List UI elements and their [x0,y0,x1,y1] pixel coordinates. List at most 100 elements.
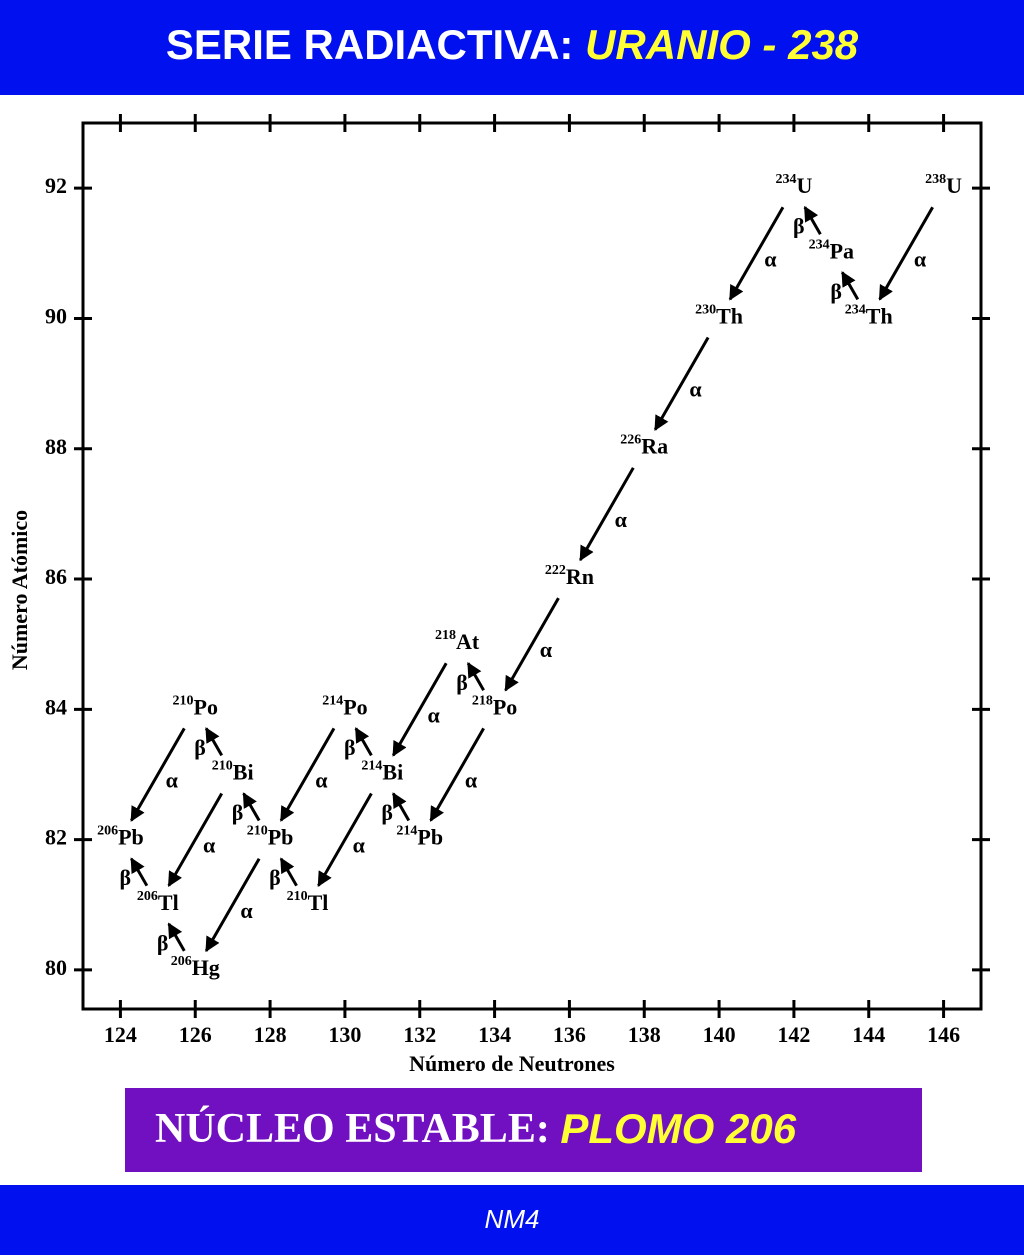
element-symbol: Pb [268,825,294,850]
decay-label: α [315,767,328,792]
decay-label: β [269,865,281,890]
x-tick-label: 138 [628,1022,661,1047]
mass-number: 210 [287,889,308,904]
element-symbol: Pa [830,238,854,263]
nuclide: 230Th [695,303,743,329]
y-tick-label: 88 [45,434,67,459]
footer-bar [0,1185,1024,1255]
x-tick-label: 132 [403,1022,436,1047]
banner-box [125,1088,922,1172]
element-symbol: Hg [192,955,220,980]
decay-label: β [830,279,842,304]
decay-label: β [194,735,206,760]
x-tick-label: 146 [927,1022,960,1047]
element-symbol: U [946,173,962,198]
decay-label: α [166,767,179,792]
element-symbol: Po [343,694,367,719]
mass-number: 234 [845,303,866,318]
nuclide: 206Tl [137,889,179,915]
y-tick-label: 90 [45,303,67,328]
decay-arrow [354,727,373,757]
x-tick-label: 136 [553,1022,586,1047]
decay-arrow [429,727,485,822]
decay-arrow [878,206,934,301]
decay-arrow [204,727,224,757]
decay-label: β [456,670,468,695]
mass-number: 234 [775,172,796,187]
mass-number: 206 [171,954,192,969]
nuclide: 234U [775,172,812,198]
decay-arrow [279,857,298,887]
nuclide: 206Hg [171,954,220,980]
mass-number: 218 [472,694,493,709]
decay-arrow [504,597,560,692]
y-tick-label: 80 [45,955,67,980]
decay-label: α [203,833,216,858]
x-tick-label: 134 [478,1022,511,1047]
mass-number: 214 [396,824,417,839]
decay-arrow [579,467,635,562]
footer-text: NM4 [485,1204,540,1234]
decay-arrow [317,792,373,887]
mass-number: 214 [361,759,382,774]
banner-text: NÚCLEO ESTABLE: PLOMO 206 [155,1105,797,1152]
decay-label: α [465,767,478,792]
nuclide: 210Tl [287,889,329,915]
decay-label: α [353,833,366,858]
decay-arrow [130,727,186,822]
nuclide: 210Po [173,694,218,720]
x-tick-label: 140 [703,1022,736,1047]
element-symbol: Ra [641,434,668,459]
decay-arrow [466,661,485,691]
mass-number: 230 [695,303,716,318]
mass-number: 210 [173,694,194,709]
decay-label: β [232,800,244,825]
element-symbol: Pb [417,825,443,850]
plot-area: 124 126 128 130 132 134 136 138 140 142 144 146 80 82… [45,114,990,1047]
decay-label: α [615,507,628,532]
decay-arrow [130,857,149,887]
element-symbol: Rn [566,564,594,589]
mass-number: 222 [545,563,566,578]
decay-label: α [240,898,253,923]
nuclide: 210Bi [212,759,254,785]
y-axis-label: Número Atómico [7,510,32,670]
nuclide: 214Po [322,694,367,720]
header-bar [0,0,1024,95]
y-tick-label: 92 [45,173,67,198]
decay-label: β [119,865,131,890]
element-symbol: Tl [308,890,329,915]
y-tick-label: 86 [45,564,67,589]
decay-arrow [242,792,261,822]
decay-arrow [391,792,411,822]
nuclide: 238U [925,172,962,198]
x-tick-label: 126 [179,1022,212,1047]
element-symbol: Th [866,303,893,328]
nuclide: 206Pb [97,824,144,850]
decay-arrow [167,792,224,887]
banner-label: NÚCLEO ESTABLE: [155,1105,550,1152]
decay-label: β [793,214,805,239]
x-tick-label: 128 [254,1022,287,1047]
element-symbol: U [796,173,812,198]
element-symbol: Bi [233,760,254,785]
banner-highlight: PLOMO 206 [560,1105,796,1152]
nuclide: 226Ra [620,433,668,459]
decay-arrow [728,206,785,301]
nuclide: 222Rn [545,563,594,589]
title-highlight: URANIO - 238 [585,21,859,68]
mass-number: 234 [809,238,830,253]
mass-number: 218 [435,628,456,643]
decay-label: α [427,702,440,727]
mass-number: 214 [322,694,343,709]
decay-label: α [689,377,702,402]
element-symbol: Th [716,303,743,328]
y-tick-label: 84 [45,694,67,719]
decay-arrow [391,662,448,757]
mass-number: 226 [620,433,641,448]
decay-arrow [840,271,860,301]
decay-arrow [653,336,710,431]
element-symbol: Po [194,694,218,719]
